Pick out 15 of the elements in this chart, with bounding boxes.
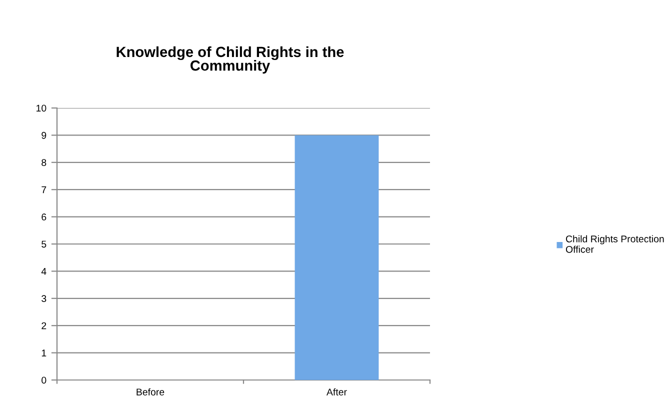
y-tick-label: 1 <box>42 350 46 356</box>
x-tick-label: After <box>326 388 347 396</box>
y-tick-label: 8 <box>42 159 46 166</box>
y-tick-label: 10 <box>36 104 46 112</box>
y-tick-label: 6 <box>42 214 46 220</box>
y-tick-label: 9 <box>42 132 46 139</box>
y-tick-label: 7 <box>42 186 46 194</box>
y-tick-label: 2 <box>42 322 46 330</box>
chart-title: Knowledge of Child Rights in the Community <box>116 46 344 74</box>
x-tick-label: Before <box>136 388 164 396</box>
y-tick-label: 0 <box>42 376 46 384</box>
legend-label: Child Rights Protection Officer <box>566 235 664 253</box>
y-tick-label: 4 <box>41 268 46 275</box>
y-tick-label: 5 <box>42 240 46 248</box>
y-tick-label: 3 <box>42 295 46 302</box>
